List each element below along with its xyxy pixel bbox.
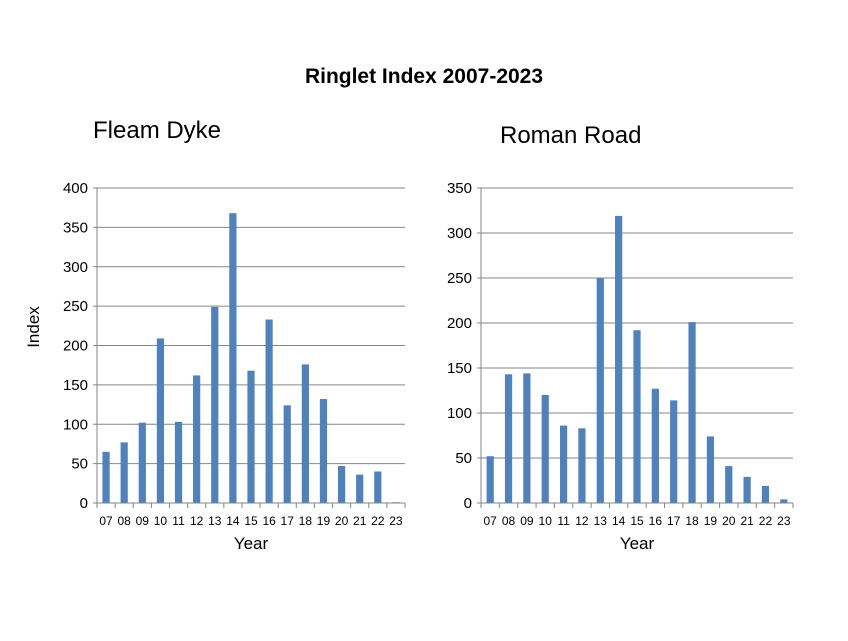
x-tick-label: 14 xyxy=(226,514,240,528)
bar-10 xyxy=(156,338,165,503)
bar-11 xyxy=(559,425,568,503)
x-tick-label: 07 xyxy=(483,514,497,528)
x-tick-label: 20 xyxy=(722,514,736,528)
bar-17 xyxy=(670,400,678,503)
x-tick-label: 23 xyxy=(389,514,403,528)
x-tick-label: 18 xyxy=(299,514,313,528)
x-tick-label: 13 xyxy=(594,514,608,528)
x-tick-label: 12 xyxy=(575,514,589,528)
bar-20 xyxy=(725,466,733,503)
bar-18 xyxy=(301,364,309,503)
y-tick-label: 250 xyxy=(63,298,88,315)
bar-19 xyxy=(319,399,328,503)
x-tick-label: 19 xyxy=(704,514,718,528)
bar-08 xyxy=(504,374,513,503)
y-tick-label: 350 xyxy=(63,219,88,236)
x-tick-label: 21 xyxy=(353,514,367,528)
main-title: Ringlet Index 2007-2023 xyxy=(305,65,543,88)
bar-22 xyxy=(761,485,770,503)
bar-07 xyxy=(102,451,110,503)
bar-11 xyxy=(174,421,183,503)
chart-roman-road: 0 50 100 150 200 250 300 350 07 08 09 10 11 12 13 14 15 1… xyxy=(447,180,794,528)
bar-13 xyxy=(596,278,604,503)
x-tick-label: 17 xyxy=(667,514,681,528)
x-tick-label: 19 xyxy=(317,514,331,528)
x-tick-label: 14 xyxy=(612,514,626,528)
y-tick-label: 200 xyxy=(447,315,472,332)
y-tick-label: 300 xyxy=(447,225,472,242)
bar-16 xyxy=(265,319,273,503)
bar-13 xyxy=(211,306,219,503)
x-tick-label: 15 xyxy=(630,514,644,528)
x-tick-label: 08 xyxy=(117,514,131,528)
bar-21 xyxy=(356,474,364,503)
y-tick-label: 350 xyxy=(447,180,472,197)
x-tick-label: 10 xyxy=(154,514,168,528)
bar-15 xyxy=(247,370,255,503)
bar-18 xyxy=(688,322,696,503)
x-tick-label: 16 xyxy=(262,514,276,528)
bar-22 xyxy=(374,471,382,503)
x-tick-label: 09 xyxy=(136,514,150,528)
bar-14 xyxy=(229,213,237,503)
bar-17 xyxy=(283,405,291,503)
x-tick-label: 13 xyxy=(208,514,222,528)
y-tick-label: 150 xyxy=(63,377,88,394)
bar-19 xyxy=(706,436,715,503)
bar-07 xyxy=(486,456,494,503)
y-tick-label: 200 xyxy=(63,338,88,355)
y-tick-label: 100 xyxy=(447,405,472,422)
x-tick-label: 21 xyxy=(740,514,754,528)
bar-20 xyxy=(337,465,346,503)
bar-12 xyxy=(193,375,201,503)
x-tick-label: 17 xyxy=(281,514,295,528)
x-tick-label: 22 xyxy=(371,514,385,528)
x-tick-label: 11 xyxy=(557,514,570,528)
x-tick-label: 11 xyxy=(172,514,185,528)
x-tick-label: 09 xyxy=(520,514,534,528)
x-tick-label: 10 xyxy=(539,514,553,528)
y-tick-label: 300 xyxy=(63,259,88,276)
bar-14 xyxy=(615,215,623,503)
bar-12 xyxy=(578,428,586,503)
bar-21 xyxy=(743,476,751,503)
chart-title-fleam-dyke: Fleam Dyke xyxy=(93,117,221,144)
x-tick-label: 23 xyxy=(777,514,791,528)
bar-15 xyxy=(633,330,641,503)
y-tick-label: 400 xyxy=(63,180,88,197)
y-tick-label: 250 xyxy=(447,270,472,287)
bar-16 xyxy=(651,388,659,503)
x-tick-label: 15 xyxy=(244,514,258,528)
chart-title-roman-road: Roman Road xyxy=(500,122,641,149)
chart-fleam-dyke: 0 50 100 150 200 250 300 350 400 07 08 09 10 11 12 13 14… xyxy=(63,180,406,528)
x-axis-label-fleam-dyke: Year xyxy=(234,534,269,553)
x-axis-label-roman-road: Year xyxy=(620,534,655,553)
bar-10 xyxy=(541,395,549,503)
x-tick-label: 08 xyxy=(502,514,516,528)
bar-09 xyxy=(138,422,146,503)
y-tick-label: 0 xyxy=(80,495,88,512)
y-tick-label: 100 xyxy=(63,416,88,433)
x-tick-label: 12 xyxy=(190,514,204,528)
y-tick-label: 50 xyxy=(455,450,472,467)
y-tick-label: 0 xyxy=(464,495,472,512)
x-tick-label: 20 xyxy=(335,514,349,528)
bar-08 xyxy=(120,442,128,503)
y-axis-label-fleam-dyke: Index xyxy=(24,306,43,348)
x-tick-label: 18 xyxy=(685,514,699,528)
bar-09 xyxy=(523,373,531,503)
x-tick-label: 07 xyxy=(99,514,113,528)
x-tick-label: 22 xyxy=(759,514,773,528)
bar-23 xyxy=(780,499,788,503)
y-tick-label: 150 xyxy=(447,360,472,377)
y-tick-label: 50 xyxy=(71,456,88,473)
x-tick-label: 16 xyxy=(649,514,663,528)
